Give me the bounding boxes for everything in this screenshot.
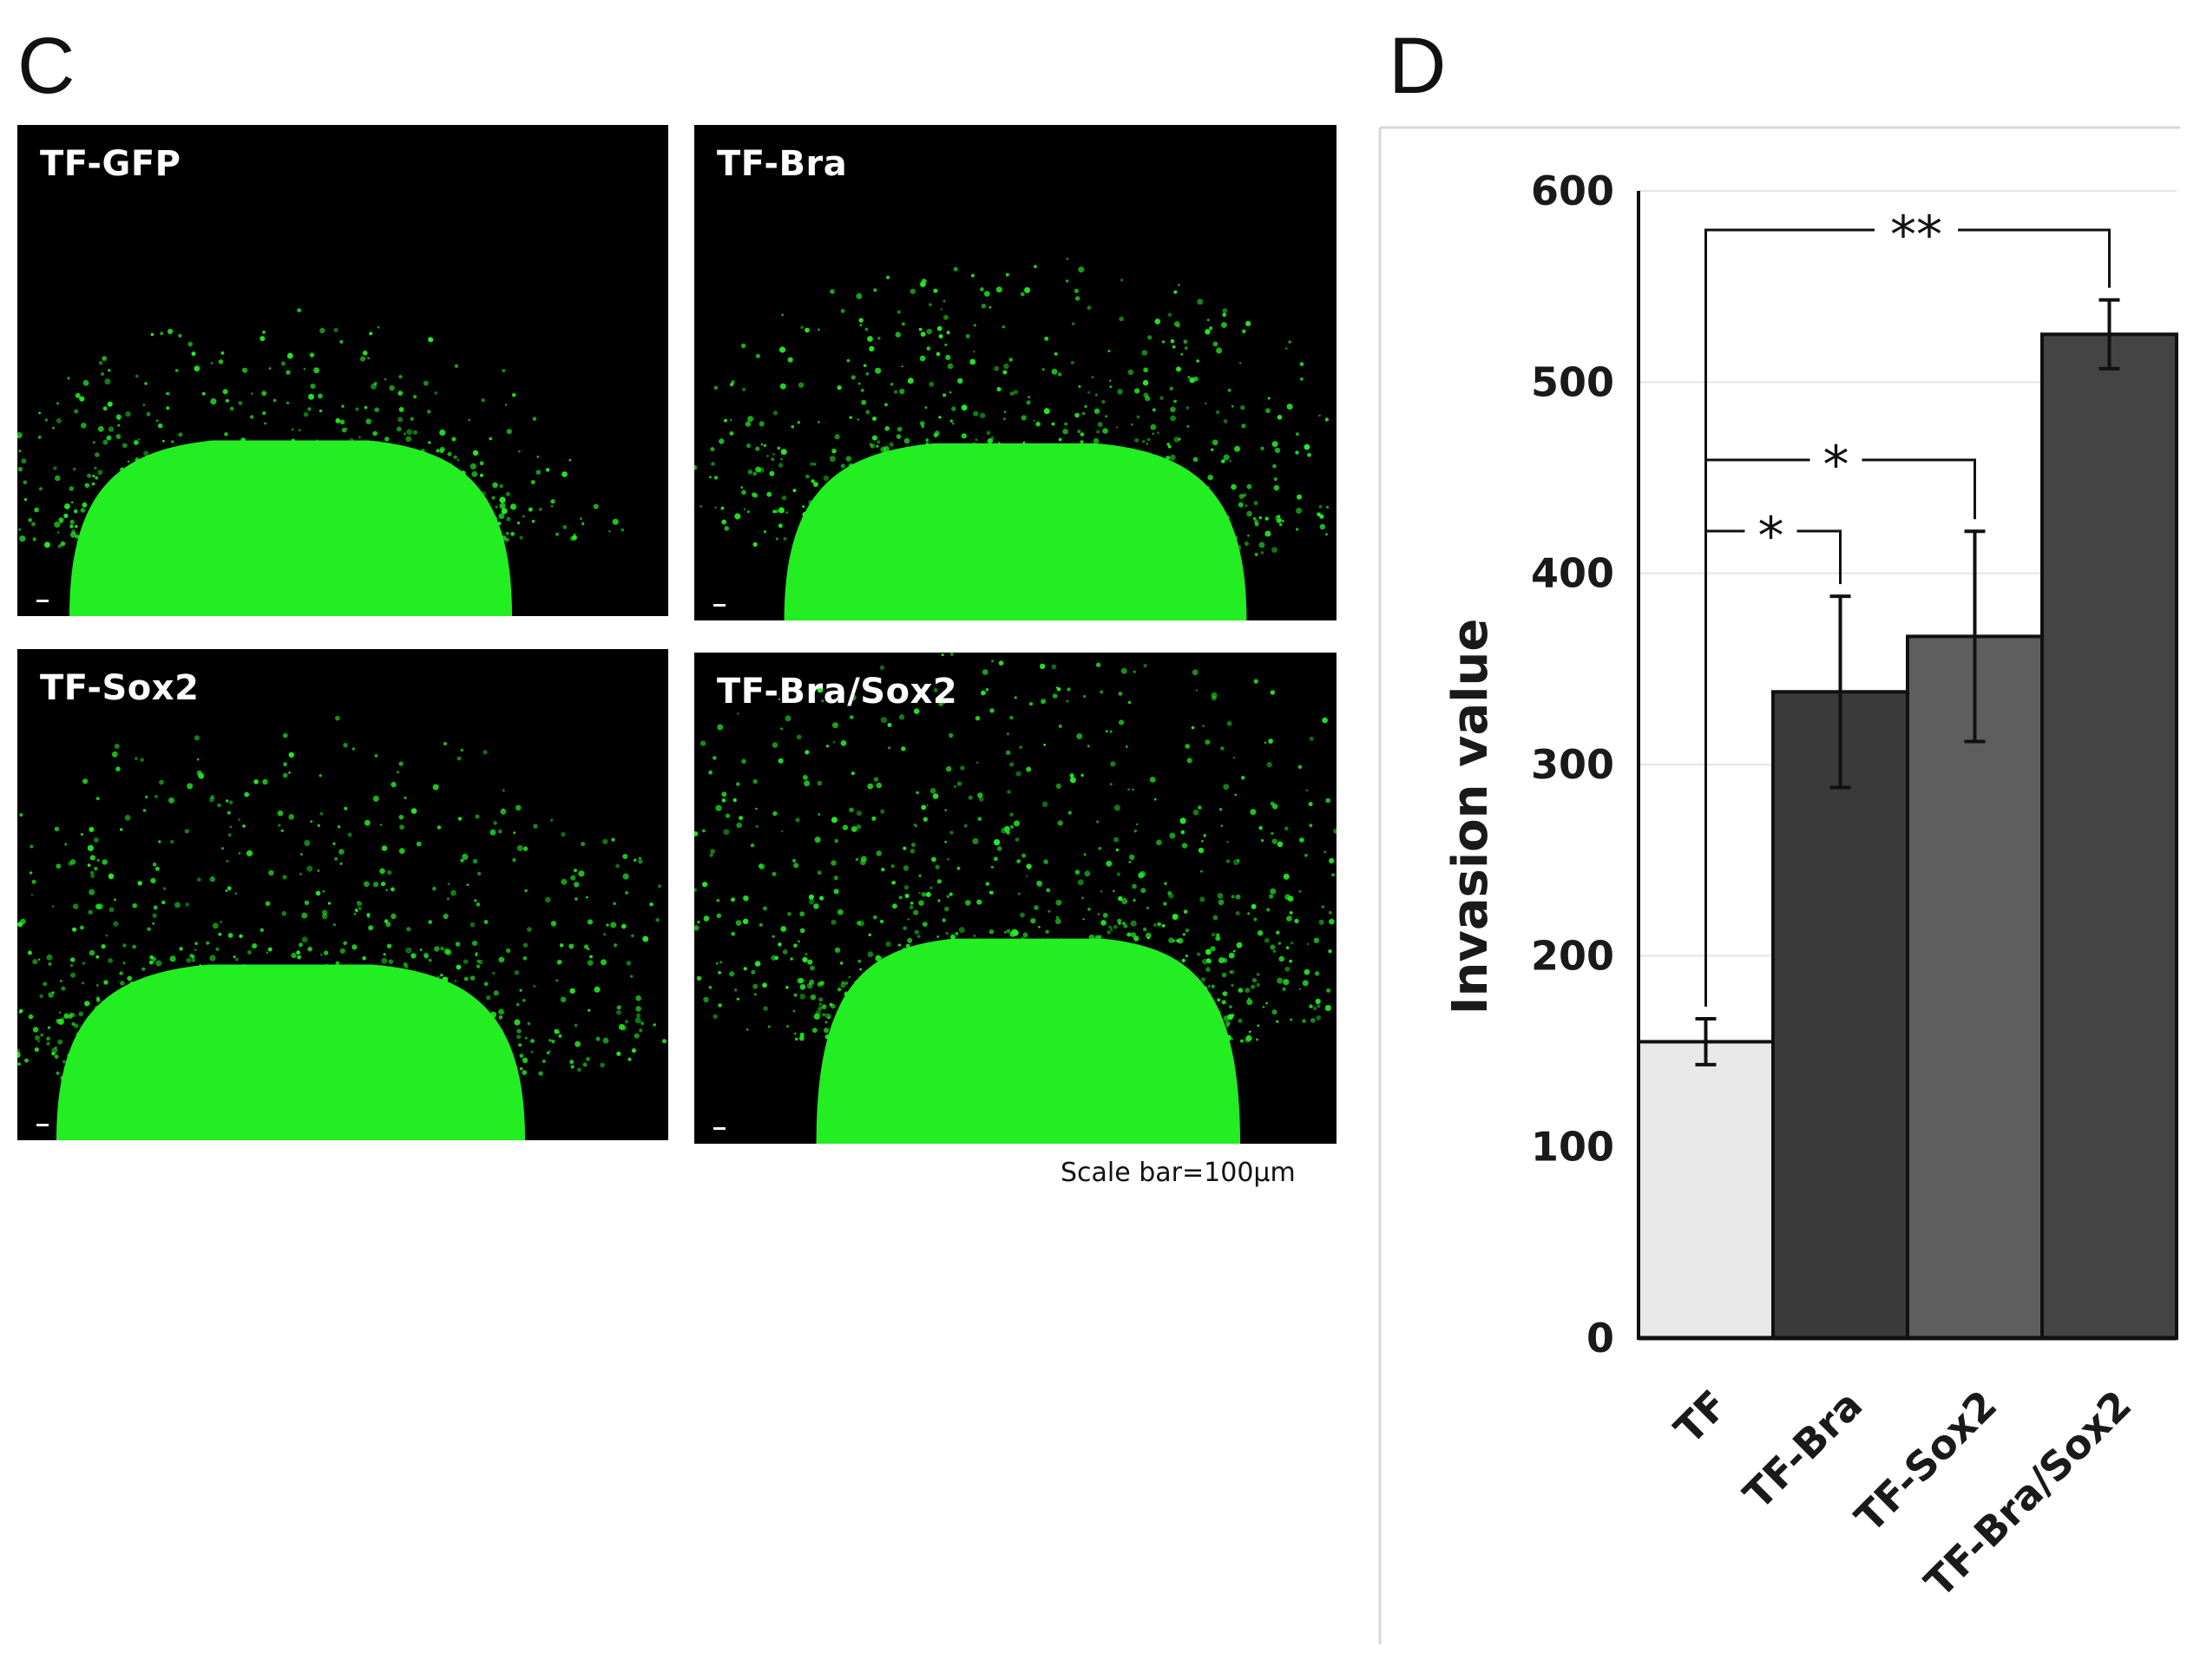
y-tick-label: 300 (1531, 741, 1614, 788)
micrograph-label: TF-GFP (40, 144, 181, 184)
scale-bar (713, 604, 726, 607)
micrograph-label: TF-Bra/Sox2 (717, 672, 958, 712)
micrograph-tf-gfp: TF-GFP (17, 125, 668, 616)
fluorescence-image (694, 653, 1336, 1144)
bar-chart: 0 100 200 300 400 500 600 ** * * Invasion value TF T… (1378, 126, 2180, 1644)
scale-bar (713, 1127, 726, 1130)
significance-bracket-right (1862, 458, 1976, 520)
micrograph-tf-bra-sox2: TF-Bra/Sox2 (694, 653, 1336, 1144)
scale-bar-note: Scale bar=100µm (1061, 1158, 1296, 1188)
y-tick-label: 200 (1531, 932, 1614, 979)
micrograph-tf-bra: TF-Bra (694, 125, 1336, 620)
y-tick-label: 500 (1531, 358, 1614, 405)
panel-d-letter: D (1389, 22, 1447, 110)
bar-tf-bra-sox2 (2040, 332, 2178, 1340)
fluorescence-image (17, 308, 625, 616)
y-tick-label: 0 (1586, 1315, 1614, 1362)
x-tick-label: TF-Bra (1734, 1381, 1871, 1519)
scale-bar (36, 1124, 49, 1126)
panel-c-letter: C (17, 22, 76, 110)
significance-label: * (1758, 506, 1784, 567)
significance-label: * (1823, 435, 1849, 495)
fluorescence-image (17, 715, 667, 1140)
y-tick-label: 400 (1531, 550, 1614, 597)
significance-label: ** (1890, 205, 1942, 266)
y-axis-label: Invasion value (1442, 619, 1499, 1015)
micrograph-tf-sox2: TF-Sox2 (17, 649, 668, 1140)
x-tick-label: TF (1665, 1381, 1737, 1454)
y-tick-label: 600 (1531, 167, 1614, 214)
significance-bracket-right (1796, 529, 1842, 585)
y-tick-label: 100 (1531, 1124, 1614, 1171)
scale-bar (36, 600, 49, 602)
micrograph-label: TF-Sox2 (40, 668, 200, 708)
micrograph-label: TF-Bra (717, 144, 848, 184)
significance-bracket-right (1958, 228, 2111, 288)
bar-tf (1637, 1040, 1775, 1340)
significance-bracket-left (1704, 529, 1745, 1007)
fluorescence-image (694, 258, 1330, 620)
bar-tf-sox2 (1906, 634, 2044, 1340)
